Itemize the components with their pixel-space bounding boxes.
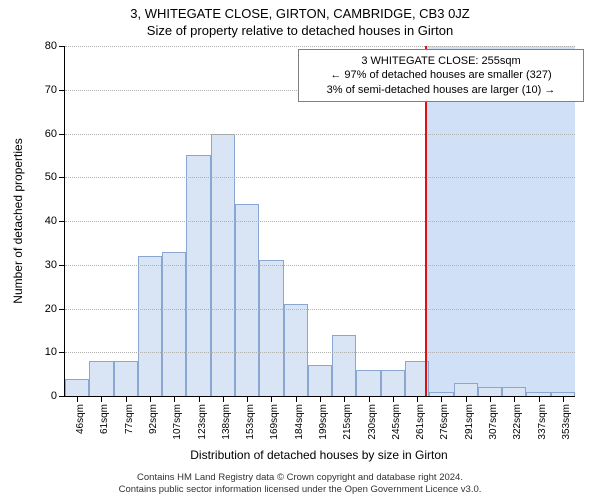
annotation-box: 3 WHITEGATE CLOSE: 255sqm ← 97% of detac… (298, 49, 584, 102)
x-tick-label: 199sqm (318, 404, 329, 440)
bar (259, 260, 283, 396)
footer-attribution: Contains HM Land Registry data © Crown c… (0, 472, 600, 496)
x-tick-label: 245sqm (391, 404, 402, 440)
bar (235, 204, 259, 397)
chart-container: 3, WHITEGATE CLOSE, GIRTON, CAMBRIDGE, C… (0, 0, 600, 500)
x-tick (223, 396, 224, 402)
x-tick (101, 396, 102, 402)
y-tick-label: 70 (45, 84, 65, 96)
y-tick-label: 30 (45, 259, 65, 271)
x-tick (126, 396, 127, 402)
gridline (65, 134, 575, 135)
bar (138, 256, 162, 396)
x-tick-label: 92sqm (148, 404, 159, 434)
x-tick-label: 337sqm (537, 404, 548, 440)
x-tick (271, 396, 272, 402)
x-tick (490, 396, 491, 402)
bar (356, 370, 380, 396)
gridline (65, 265, 575, 266)
gridline (65, 221, 575, 222)
x-tick-label: 107sqm (172, 404, 183, 440)
gridline (65, 46, 575, 47)
x-tick-label: 291sqm (464, 404, 475, 440)
x-tick (320, 396, 321, 402)
x-tick-label: 61sqm (99, 404, 110, 434)
x-tick-label: 138sqm (221, 404, 232, 440)
y-tick-label: 50 (45, 171, 65, 183)
gridline (65, 177, 575, 178)
x-tick-label: 46sqm (75, 404, 86, 434)
x-tick-label: 353sqm (561, 404, 572, 440)
y-tick-label: 0 (51, 390, 65, 402)
x-tick-label: 276sqm (439, 404, 450, 440)
x-tick (441, 396, 442, 402)
x-axis-label: Distribution of detached houses by size … (190, 448, 447, 462)
x-tick-label: 123sqm (197, 404, 208, 440)
chart-subtitle: Size of property relative to detached ho… (0, 21, 600, 38)
footer-line-2: Contains public sector information licen… (0, 484, 600, 496)
x-tick-label: 322sqm (512, 404, 523, 440)
x-tick-label: 261sqm (415, 404, 426, 440)
y-tick-label: 20 (45, 303, 65, 315)
x-tick-label: 77sqm (124, 404, 135, 434)
x-tick-label: 307sqm (488, 404, 499, 440)
x-tick (539, 396, 540, 402)
chart-title: 3, WHITEGATE CLOSE, GIRTON, CAMBRIDGE, C… (0, 0, 600, 21)
bar (114, 361, 138, 396)
x-tick-label: 215sqm (342, 404, 353, 440)
annotation-line-2: ← 97% of detached houses are smaller (32… (307, 68, 575, 82)
y-tick-label: 10 (45, 346, 65, 358)
x-tick (369, 396, 370, 402)
x-tick (417, 396, 418, 402)
gridline (65, 352, 575, 353)
bar (65, 379, 89, 397)
x-tick-label: 184sqm (294, 404, 305, 440)
bar (478, 387, 502, 396)
bar (186, 155, 210, 396)
x-tick (466, 396, 467, 402)
annotation-line-1: 3 WHITEGATE CLOSE: 255sqm (307, 54, 575, 68)
x-tick (199, 396, 200, 402)
bar (308, 365, 332, 396)
x-tick (296, 396, 297, 402)
y-axis-label: Number of detached properties (11, 138, 25, 303)
y-tick-label: 80 (45, 40, 65, 52)
x-tick (174, 396, 175, 402)
x-tick (77, 396, 78, 402)
y-tick-label: 40 (45, 215, 65, 227)
bar (454, 383, 478, 396)
x-tick (247, 396, 248, 402)
bar (332, 335, 356, 396)
x-tick (344, 396, 345, 402)
bar (502, 387, 526, 396)
annotation-line-3: 3% of semi-detached houses are larger (1… (307, 83, 575, 97)
x-tick (150, 396, 151, 402)
x-tick-label: 153sqm (245, 404, 256, 440)
bar (284, 304, 308, 396)
x-tick (563, 396, 564, 402)
bar (89, 361, 113, 396)
y-tick-label: 60 (45, 128, 65, 140)
gridline (65, 309, 575, 310)
x-tick (514, 396, 515, 402)
x-tick (393, 396, 394, 402)
bar (162, 252, 186, 396)
x-tick-label: 169sqm (269, 404, 280, 440)
x-tick-label: 230sqm (367, 404, 378, 440)
footer-line-1: Contains HM Land Registry data © Crown c… (0, 472, 600, 484)
bar (381, 370, 405, 396)
